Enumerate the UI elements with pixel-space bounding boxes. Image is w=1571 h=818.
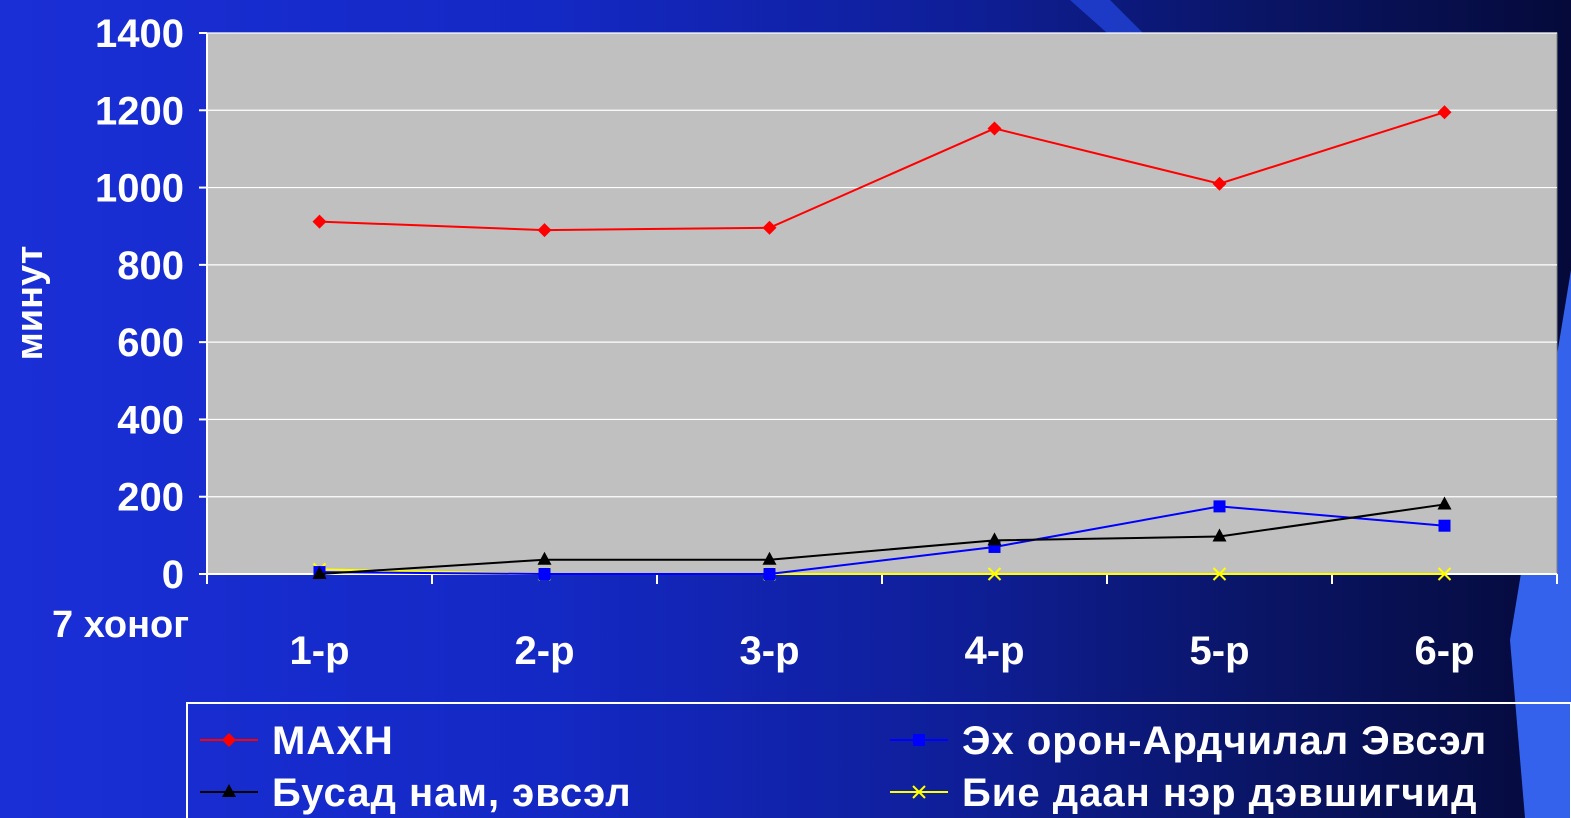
legend-swatch-marker [913,734,925,746]
y-tick-label: 1200 [95,89,184,133]
legend-item: Бусад нам, эвсэл [200,771,632,815]
legend-item: МАХН [200,719,394,763]
series-2-line [319,503,1445,575]
x-tick-label: 5-р [1190,629,1250,673]
x-tick-label: 2-р [515,629,575,673]
x-tick-label: 3-р [740,629,800,673]
series-2 [312,496,1452,579]
legend-label: Эх орон-Ардчилал Эвсэл [962,719,1487,763]
series-3-point [987,567,1002,581]
y-tick-label: 400 [117,398,184,442]
series-0-point [312,214,327,229]
series-0-point [1212,176,1227,191]
x-axis-title: 7 хоног [52,604,189,646]
legend-swatch-marker [222,733,236,747]
y-axis-title: минут [9,246,51,361]
gridlines [199,32,1557,575]
series-0-point [987,121,1002,136]
legend-label: Бусад нам, эвсэл [272,771,632,815]
series-2-point [312,566,327,579]
series-0 [312,105,1452,238]
plot-area [206,32,1558,575]
series-1-point [1438,519,1451,532]
series-0-point [537,223,552,238]
legend-swatch-marker [222,784,236,797]
x-tick-label: 6-р [1415,629,1475,673]
series-0-point [762,220,777,235]
series-1-point [1213,500,1226,513]
y-tick-label: 200 [117,476,184,520]
series-2-point [537,551,552,565]
series-1-line [319,505,1445,575]
y-tick-label: 600 [117,321,184,365]
series-group [312,105,1452,581]
series-1-point [538,568,551,580]
series-0-line [319,111,1445,232]
y-tick-labels: 0 200 400 600 800 1000 1200 1400 [95,12,184,597]
y-tick-label: 1400 [95,12,184,56]
series-1-point [763,568,776,580]
legend-item: Эх орон-Ардчилал Эвсэл [890,719,1487,763]
x-tick-labels: 1-р 2-р 3-р 4-р 5-р 6-р [290,629,1475,673]
legend-swatch-marker [912,785,926,799]
series-2-point [762,551,777,565]
series-0-point [1437,105,1452,120]
series-3-point [1212,567,1227,581]
legend-box [186,702,1571,818]
legend-label: Бие даан нэр дэвшигчид [962,771,1478,815]
legend-label: МАХН [272,719,394,763]
y-tick-label: 800 [117,244,184,288]
x-tick-label: 4-р [965,629,1025,673]
y-tick-label: 0 [162,553,184,597]
legend: МАХН Эх орон-Ардчилал Эвсэл Бусад нам, эвс… [186,702,1571,818]
y-tick-label: 1000 [95,167,184,211]
legend-items: МАХН Эх орон-Ардчилал Эвсэл Бусад нам, эвс… [200,719,1487,815]
series-2-point [987,532,1002,546]
legend-item: Бие даан нэр дэвшигчид [890,771,1478,815]
x-tick-label: 1-р [290,629,350,673]
series-3-point [1437,567,1452,581]
series-2-point [1437,496,1452,510]
series-2-point [1212,528,1227,542]
